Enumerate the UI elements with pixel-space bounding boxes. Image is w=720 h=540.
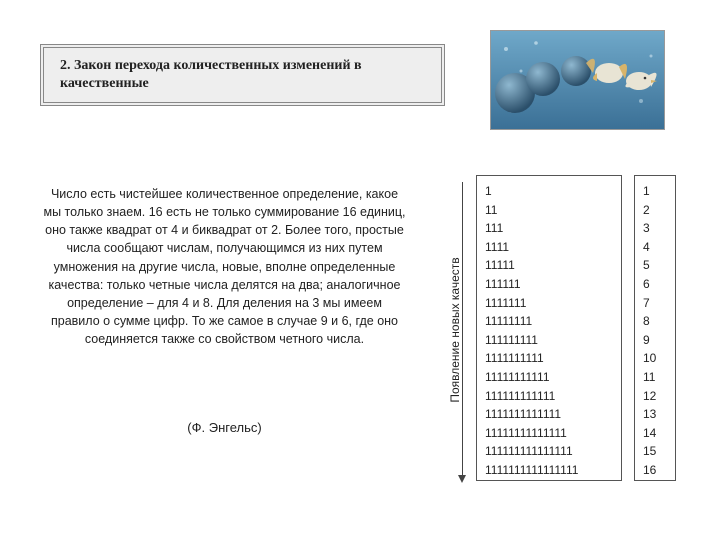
ones-pyramid-box: 1 11 111 1111 11111 111111 1111111 11111… — [476, 175, 622, 481]
vertical-axis-label: Появление новых качеств — [448, 180, 462, 480]
section-heading-text: 2. Закон перехода количественных изменен… — [60, 57, 425, 93]
numbers-column-box: 1 2 3 4 5 6 7 8 9 10 11 12 13 14 15 16 — [634, 175, 676, 481]
quote-text: Число есть чистейшее количественное опре… — [44, 187, 406, 346]
vertical-axis-text: Появление новых качеств — [448, 257, 462, 402]
axis-arrow-head — [458, 475, 466, 483]
attribution-text: (Ф. Энгельс) — [187, 420, 261, 435]
section-heading: 2. Закон перехода количественных изменен… — [40, 44, 445, 106]
numbers-column: 1 2 3 4 5 6 7 8 9 10 11 12 13 14 15 16 — [643, 184, 656, 477]
axis-arrow-line — [462, 182, 463, 480]
quote-paragraph: Число есть чистейшее количественное опре… — [42, 185, 407, 348]
quote-attribution: (Ф. Энгельс) — [42, 420, 407, 435]
hero-illustration — [490, 30, 665, 130]
ones-pyramid: 1 11 111 1111 11111 111111 1111111 11111… — [485, 184, 578, 477]
